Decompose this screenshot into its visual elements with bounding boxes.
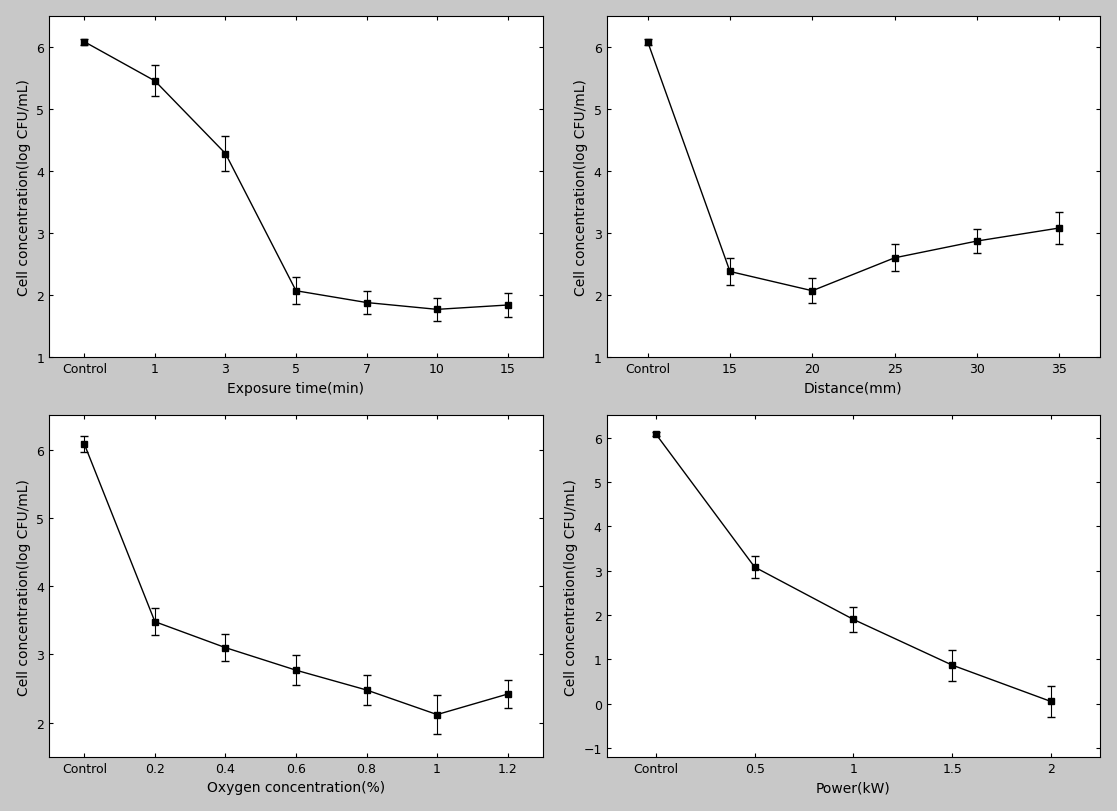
X-axis label: Distance(mm): Distance(mm) <box>804 381 903 395</box>
X-axis label: Oxygen concentration(%): Oxygen concentration(%) <box>207 780 385 794</box>
X-axis label: Exposure time(min): Exposure time(min) <box>228 381 364 395</box>
X-axis label: Power(kW): Power(kW) <box>817 780 890 794</box>
Y-axis label: Cell concentration(log CFU/mL): Cell concentration(log CFU/mL) <box>574 79 589 295</box>
Y-axis label: Cell concentration(log CFU/mL): Cell concentration(log CFU/mL) <box>17 79 30 295</box>
Y-axis label: Cell concentration(log CFU/mL): Cell concentration(log CFU/mL) <box>564 478 577 695</box>
Y-axis label: Cell concentration(log CFU/mL): Cell concentration(log CFU/mL) <box>17 478 30 695</box>
